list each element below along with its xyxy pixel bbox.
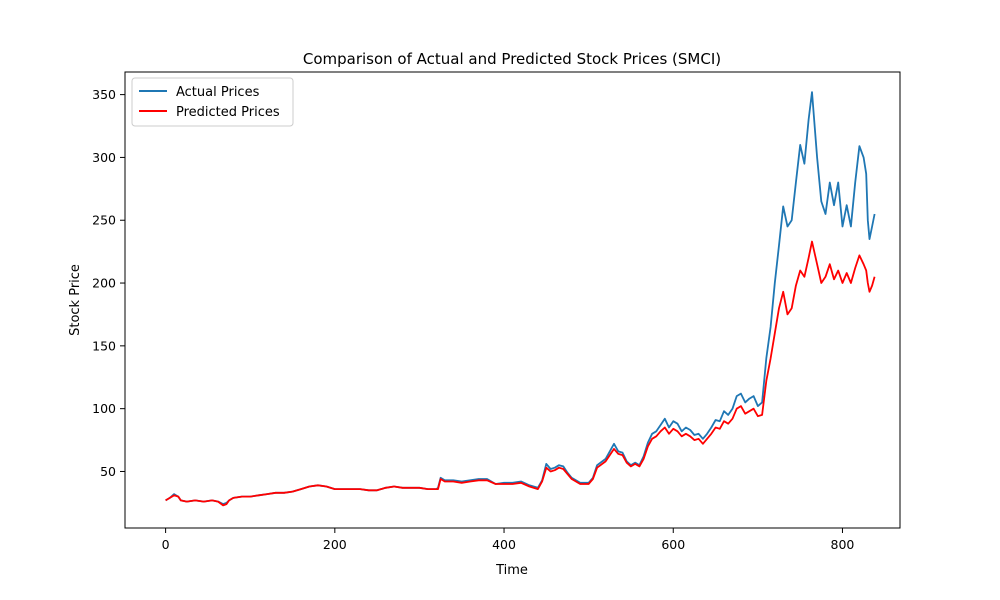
x-tick-label: 800 [831,537,855,552]
y-tick-label: 350 [92,87,116,102]
x-axis-label: Time [495,563,528,578]
x-tick-label: 400 [492,537,516,552]
y-tick-label: 200 [92,276,116,291]
series-line-predicted [165,240,876,507]
y-tick-label: 100 [92,401,116,416]
y-tick-label: 300 [92,150,116,165]
legend-box [131,77,294,127]
y-axis-label: Stock Price [68,264,83,336]
x-axis: 0 200 400 600 800 [162,528,855,552]
y-tick-label: 150 [92,338,116,353]
x-tick-label: 0 [162,537,170,552]
legend-label-predicted: Predicted Prices [176,105,280,120]
plot-area [165,91,876,507]
y-tick-label: 50 [100,464,116,479]
axes-frame [124,71,901,529]
x-tick-label: 600 [661,537,685,552]
legend: Actual Prices Predicted Prices [131,77,294,127]
legend-label-actual: Actual Prices [176,85,260,100]
x-tick-label: 200 [323,537,347,552]
y-tick-label: 250 [92,213,116,228]
chart-title: Comparison of Actual and Predicted Stock… [303,50,721,68]
y-axis: 50 100 150 200 250 300 350 [92,87,125,479]
